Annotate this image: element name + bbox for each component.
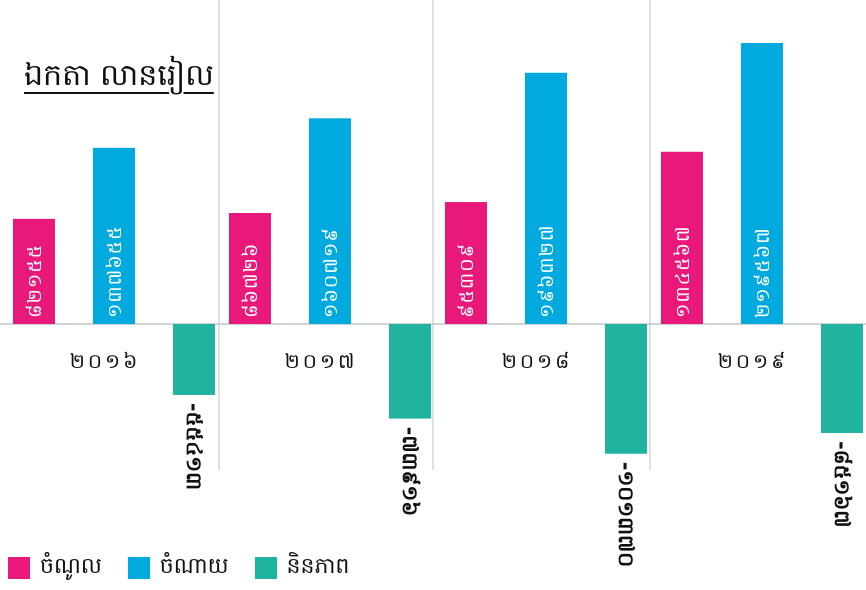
data-label-revenue: ៨៦៧២៦ — [240, 243, 262, 318]
data-label-expense: ១៣៧៦៥៥ — [104, 225, 126, 318]
bar-expense — [309, 118, 351, 325]
bar-revenue — [229, 213, 271, 324]
bar-deficit — [389, 324, 431, 419]
labels: ២០១៦ ៨២១៥៥ ១៣៧៦៥៥ -៥៥៤១៣ ២០១៧ ៨៦៧២៦ ១៦០៧១៩ -៧៣៩… — [24, 225, 854, 568]
legend-label-deficit: និនភាព — [286, 554, 350, 579]
category-label: ២០១៧ — [285, 349, 358, 373]
bars — [13, 43, 863, 454]
legend-item-revenue: ចំណូល — [8, 552, 102, 584]
legend-label-expense: ចំណាយ — [159, 554, 229, 579]
bar-expense — [525, 72, 567, 324]
data-label-revenue: ៩៥៣០៩ — [456, 243, 478, 318]
panel-dividers — [218, 0, 651, 470]
data-label-deficit: -៧៣៩១៦ — [398, 427, 422, 517]
legend: ចំណូល ចំណាយ និនភាព — [8, 552, 375, 584]
data-label-deficit: -៨៥១៦៧ — [830, 441, 854, 527]
data-label-deficit: -១០១៣៧០ — [614, 462, 638, 567]
category-label: ២០១៨ — [502, 349, 573, 373]
legend-label-revenue: ចំណូល — [40, 554, 102, 579]
bar-revenue — [661, 151, 703, 324]
data-label-expense: ១៦០៧១៩ — [320, 227, 342, 318]
bar-deficit — [173, 324, 215, 395]
legend-item-expense: ចំណាយ — [127, 552, 229, 584]
category-label: ២០១៩ — [718, 349, 789, 373]
bar-revenue — [13, 218, 55, 324]
data-label-expense: ១៩៦៣២៧ — [536, 225, 558, 319]
data-label-revenue: ៨២១៥៥ — [24, 244, 46, 318]
legend-item-deficit: និនភាព — [254, 552, 350, 584]
data-label-expense: ២១៩៥៦៧ — [752, 227, 774, 318]
legend-swatch-revenue — [8, 557, 30, 579]
data-label-deficit: -៥៥៤១៣ — [182, 403, 206, 490]
bar-expense — [93, 147, 135, 324]
legend-swatch-deficit — [254, 557, 277, 579]
legend-swatch-expense — [127, 557, 150, 579]
bar-revenue — [445, 202, 487, 324]
bar-deficit — [605, 324, 647, 454]
bar-deficit — [821, 324, 863, 433]
bar-expense — [741, 43, 783, 324]
data-label-revenue: ១៣៤៥៦៧ — [672, 225, 694, 318]
unit-label: ឯកតា លានរៀល — [24, 58, 214, 93]
category-label: ២០១៦ — [70, 349, 141, 373]
